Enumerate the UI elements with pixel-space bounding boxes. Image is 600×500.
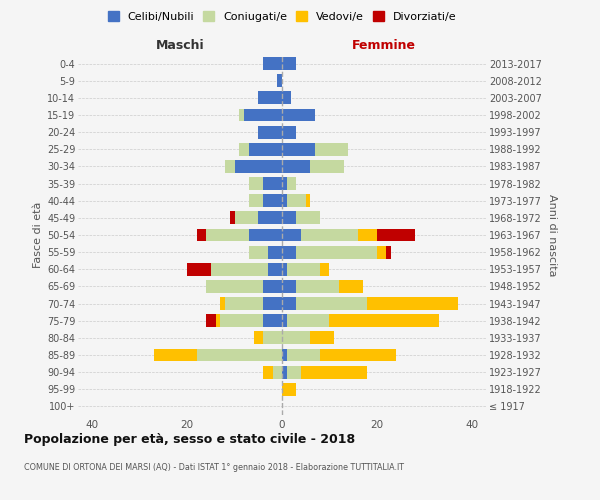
Bar <box>386 246 391 258</box>
Bar <box>282 92 292 104</box>
Bar <box>282 108 315 122</box>
Bar <box>296 280 339 293</box>
Bar <box>235 212 258 224</box>
Bar <box>301 228 358 241</box>
Bar <box>249 228 282 241</box>
Bar <box>206 280 263 293</box>
Bar <box>282 228 301 241</box>
Text: Popolazione per età, sesso e stato civile - 2018: Popolazione per età, sesso e stato civil… <box>24 432 355 446</box>
Bar <box>268 263 282 276</box>
Bar <box>282 177 287 190</box>
Bar <box>287 263 320 276</box>
Bar <box>263 332 282 344</box>
Bar <box>282 212 296 224</box>
Bar <box>277 74 282 87</box>
Bar <box>197 228 206 241</box>
Bar <box>220 297 225 310</box>
Bar <box>272 366 282 378</box>
Bar <box>268 246 282 258</box>
Bar <box>287 366 301 378</box>
Bar <box>320 348 396 362</box>
Bar <box>258 92 282 104</box>
Bar <box>258 126 282 138</box>
Bar <box>263 314 282 327</box>
Bar <box>358 228 377 241</box>
Bar <box>287 177 296 190</box>
Bar <box>287 314 329 327</box>
Bar <box>282 366 287 378</box>
Bar <box>282 348 287 362</box>
Bar <box>263 280 282 293</box>
Bar <box>282 383 296 396</box>
Bar <box>310 160 344 173</box>
Bar <box>306 194 310 207</box>
Bar <box>282 246 296 258</box>
Bar <box>154 348 197 362</box>
Bar <box>282 314 287 327</box>
Bar <box>282 280 296 293</box>
Text: COMUNE DI ORTONA DEI MARSI (AQ) - Dati ISTAT 1° gennaio 2018 - Elaborazione TUTT: COMUNE DI ORTONA DEI MARSI (AQ) - Dati I… <box>24 462 404 471</box>
Text: Maschi: Maschi <box>155 40 205 52</box>
Bar <box>296 297 367 310</box>
Bar <box>239 108 244 122</box>
Bar <box>220 314 263 327</box>
Bar <box>215 314 220 327</box>
Bar <box>249 177 263 190</box>
Bar <box>244 108 282 122</box>
Bar <box>187 263 211 276</box>
Bar <box>197 348 282 362</box>
Bar <box>282 194 287 207</box>
Bar <box>230 212 235 224</box>
Bar <box>263 57 282 70</box>
Bar <box>329 314 439 327</box>
Bar <box>235 160 282 173</box>
Bar <box>263 177 282 190</box>
Bar <box>225 160 235 173</box>
Bar <box>282 332 310 344</box>
Text: Femmine: Femmine <box>352 40 416 52</box>
Bar <box>282 126 296 138</box>
Bar <box>320 263 329 276</box>
Bar <box>282 57 296 70</box>
Bar <box>211 263 268 276</box>
Bar <box>239 143 249 156</box>
Bar <box>315 143 349 156</box>
Bar <box>263 194 282 207</box>
Bar <box>377 228 415 241</box>
Bar <box>296 212 320 224</box>
Bar <box>296 246 377 258</box>
Bar <box>310 332 334 344</box>
Bar <box>249 246 268 258</box>
Bar <box>249 194 263 207</box>
Bar <box>282 297 296 310</box>
Bar <box>377 246 386 258</box>
Bar <box>263 297 282 310</box>
Bar <box>367 297 458 310</box>
Bar <box>339 280 362 293</box>
Y-axis label: Fasce di età: Fasce di età <box>32 202 43 268</box>
Bar <box>301 366 367 378</box>
Bar <box>258 212 282 224</box>
Bar <box>282 143 315 156</box>
Bar <box>206 228 249 241</box>
Bar <box>282 263 287 276</box>
Bar <box>254 332 263 344</box>
Bar <box>282 160 310 173</box>
Legend: Celibi/Nubili, Coniugati/e, Vedovi/e, Divorziati/e: Celibi/Nubili, Coniugati/e, Vedovi/e, Di… <box>104 8 460 25</box>
Y-axis label: Anni di nascita: Anni di nascita <box>547 194 557 276</box>
Bar <box>206 314 215 327</box>
Bar <box>287 348 320 362</box>
Bar <box>225 297 263 310</box>
Bar <box>249 143 282 156</box>
Bar <box>287 194 306 207</box>
Bar <box>263 366 272 378</box>
